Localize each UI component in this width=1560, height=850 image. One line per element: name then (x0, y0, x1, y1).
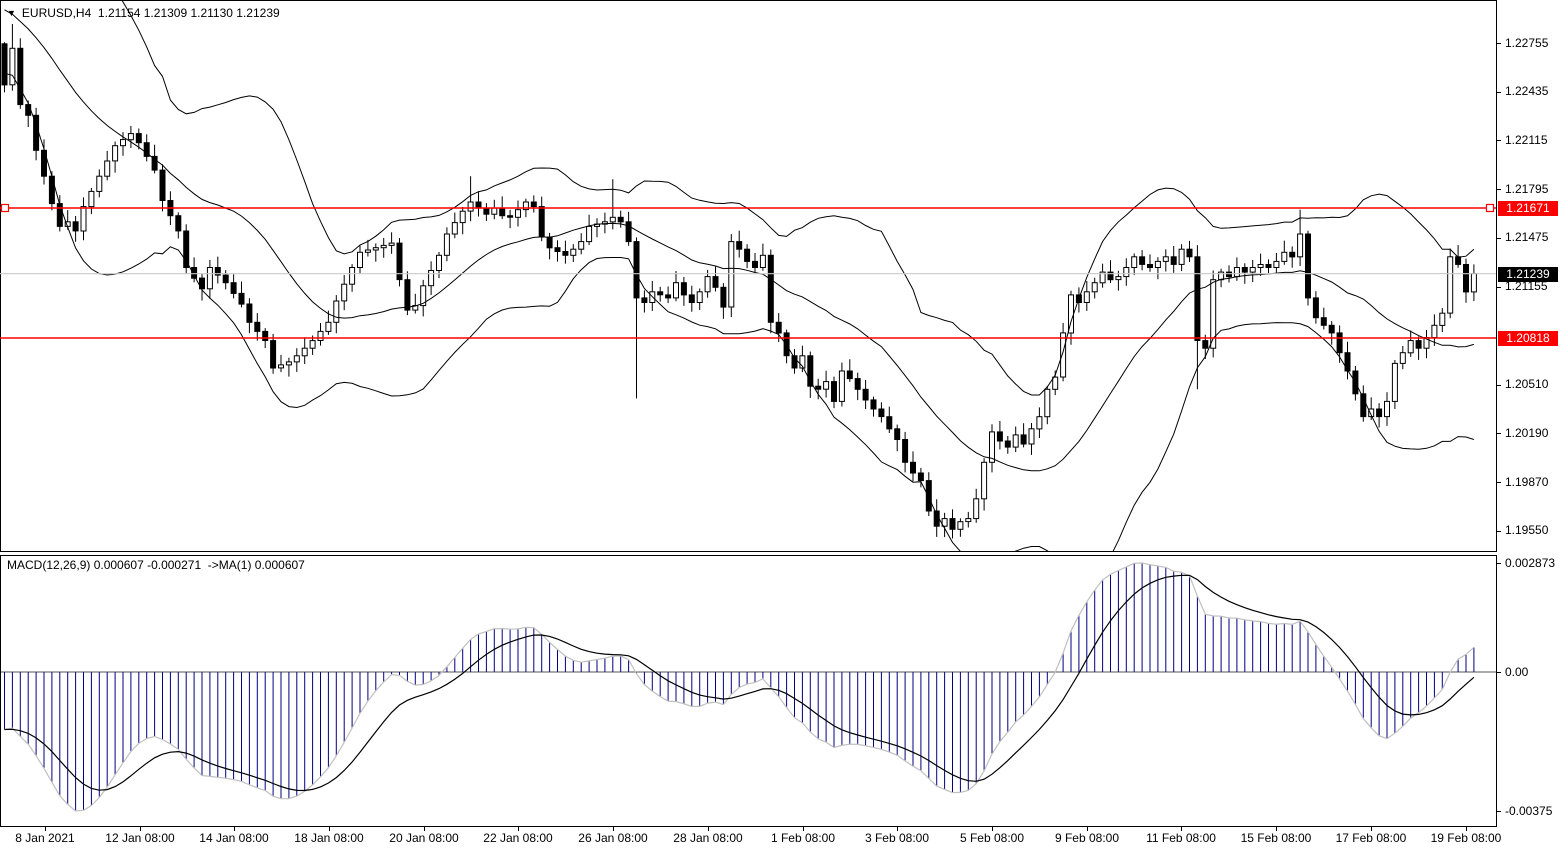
price-axis-label: 1.20190 (1505, 425, 1549, 440)
time-axis-label: 8 Jan 2021 (15, 831, 75, 845)
time-axis-label: 18 Jan 08:00 (294, 831, 364, 845)
macd-panel[interactable] (0, 555, 1497, 827)
price-axis-tick (1497, 286, 1501, 288)
time-axis-label: 12 Jan 08:00 (105, 831, 175, 845)
hline-price-label: 1.20818 (1498, 330, 1558, 346)
price-axis-label: 1.21475 (1505, 230, 1549, 245)
main-chart-panel[interactable] (0, 0, 1497, 552)
time-axis-label: 11 Feb 08:00 (1146, 831, 1216, 845)
price-axis-tick (1497, 563, 1501, 564)
time-axis-label: 28 Jan 08:00 (673, 831, 743, 845)
price-axis-tick (1497, 433, 1501, 435)
time-axis-tick (1466, 827, 1467, 831)
price-chart-canvas[interactable] (0, 0, 1497, 552)
time-axis-tick (45, 827, 46, 831)
time-axis-label: 22 Jan 08:00 (483, 831, 553, 845)
macd-canvas[interactable] (0, 555, 1497, 827)
price-axis-label: 1.19550 (1505, 523, 1549, 538)
price-axis-label: 0.00 (1505, 664, 1529, 679)
price-axis-label: 1.20510 (1505, 377, 1549, 392)
time-axis-tick (234, 827, 235, 831)
price-axis-tick (1497, 237, 1501, 239)
time-axis-tick (992, 827, 993, 831)
price-axis-label: 1.22435 (1505, 84, 1549, 99)
price-axis-label: -0.00375 (1505, 803, 1553, 818)
time-axis-label: 20 Jan 08:00 (389, 831, 459, 845)
price-axis-tick (1497, 189, 1501, 191)
time-axis-tick (1087, 827, 1088, 831)
time-axis-tick (424, 827, 425, 831)
time-axis-tick (1276, 827, 1277, 831)
time-axis-tick (1371, 827, 1372, 831)
hline-price-label: 1.21671 (1498, 200, 1558, 216)
time-axis-label: 9 Feb 08:00 (1054, 831, 1120, 845)
time-axis-tick (897, 827, 898, 831)
time-axis-label: 17 Feb 08:00 (1335, 831, 1407, 845)
symbol-ohlc-text: EURUSD,H4 1.21154 1.21309 1.21130 1.2123… (21, 6, 280, 20)
current-price-label: 1.21239 (1498, 266, 1558, 282)
macd-indicator-label: MACD(12,26,9) 0.000607 -0.000271 ->MA(1)… (7, 558, 305, 572)
price-axis-tick (1497, 811, 1501, 812)
time-axis-label: 5 Feb 08:00 (959, 831, 1025, 845)
price-axis-label: 1.19870 (1505, 474, 1549, 489)
price-axis-label: 0.002873 (1505, 555, 1556, 570)
price-axis-tick (1497, 672, 1501, 673)
time-axis-label: 26 Jan 08:00 (578, 831, 648, 845)
price-axis-tick (1497, 530, 1501, 532)
chart-title: ▼ EURUSD,H4 1.21154 1.21309 1.21130 1.21… (7, 6, 280, 20)
price-axis-label: 1.22755 (1505, 35, 1549, 50)
time-axis-label: 3 Feb 08:00 (864, 831, 930, 845)
time-axis-tick (708, 827, 709, 831)
time-axis: 8 Jan 2021 12 Jan 08:00 14 Jan 08:00 18 Jan… (0, 828, 1560, 850)
price-axis-label: 1.22115 (1505, 132, 1548, 147)
price-axis-tick (1497, 43, 1501, 44)
time-axis-tick (613, 827, 614, 831)
time-axis-label: 15 Feb 08:00 (1240, 831, 1312, 845)
time-axis-label: 14 Jan 08:00 (199, 831, 269, 845)
price-axis-label: 1.21155 (1505, 279, 1548, 293)
time-axis-tick (329, 827, 330, 831)
symbol-menu-icon[interactable]: ▼ (7, 8, 16, 18)
price-axis-label: 1.21795 (1505, 181, 1549, 196)
price-axis-tick (1497, 91, 1501, 93)
time-axis-label: 19 Feb 08:00 (1430, 831, 1502, 845)
time-axis-tick (803, 827, 804, 831)
price-axis-tick (1497, 384, 1501, 386)
price-axis-tick (1497, 482, 1501, 484)
time-axis-tick (1181, 827, 1182, 831)
price-axis-tick (1497, 140, 1501, 142)
panel-divider[interactable] (0, 552, 1497, 555)
time-axis-label: 1 Feb 08:00 (770, 831, 836, 845)
time-axis-tick (140, 827, 141, 831)
price-axis: 1.22755 1.22435 1.22115 1.21795 1.21475 1.211… (1497, 0, 1560, 832)
time-axis-tick (518, 827, 519, 831)
